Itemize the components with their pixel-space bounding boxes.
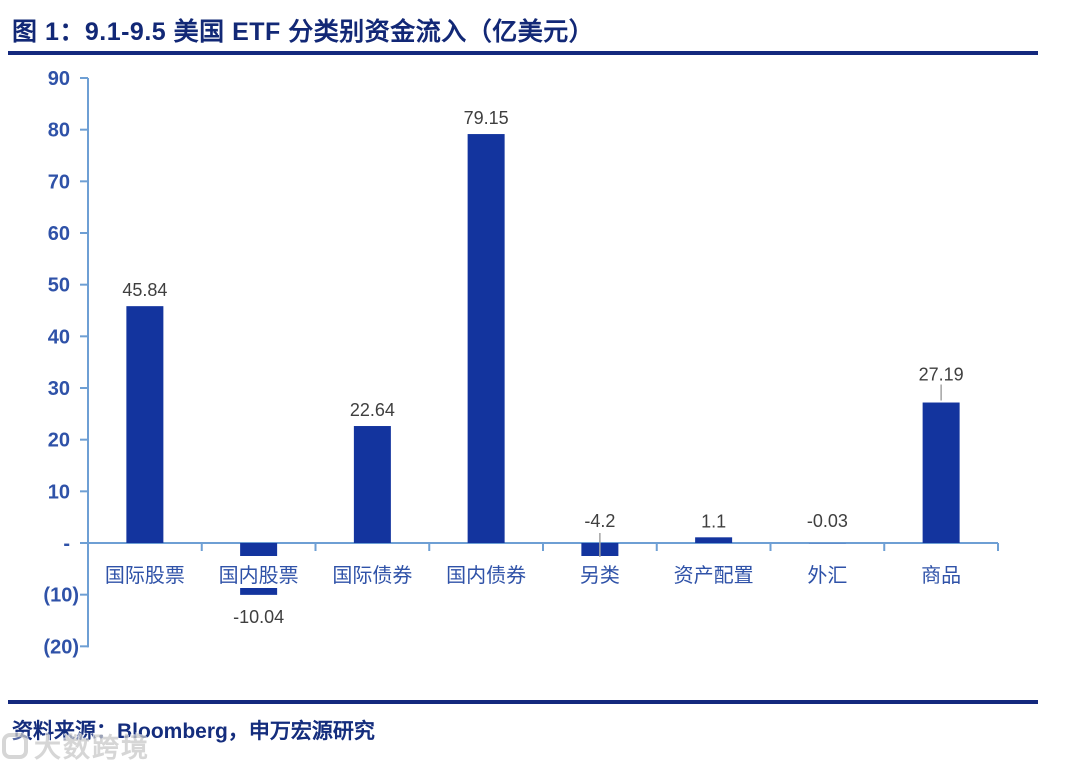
category-label: 商品	[921, 564, 961, 587]
y-tick-label: (20)	[43, 636, 79, 658]
bar	[354, 426, 391, 543]
value-label: 27.19	[919, 365, 964, 385]
category-label: 国内债券	[446, 564, 526, 587]
bar	[126, 306, 163, 543]
bar	[468, 134, 505, 543]
y-tick-label: 30	[48, 378, 70, 400]
y-tick-label: 90	[48, 68, 70, 90]
footer-rule	[8, 700, 1038, 704]
category-label: 资产配置	[674, 564, 754, 587]
y-tick-label: (10)	[43, 585, 79, 607]
category-label: 另类	[580, 564, 620, 587]
y-tick-label: 80	[48, 120, 70, 142]
category-label: 外汇	[807, 564, 847, 587]
y-tick-label: 70	[48, 171, 70, 193]
y-tick-label: 50	[48, 275, 70, 297]
category-label: 国内股票	[219, 564, 299, 587]
category-label: 国际债券	[332, 564, 412, 587]
y-tick-label: 10	[48, 481, 70, 503]
value-label: 45.84	[122, 280, 167, 300]
bar	[923, 403, 960, 543]
y-tick-label: 60	[48, 223, 70, 245]
bar	[695, 537, 732, 543]
value-label: 1.1	[701, 511, 726, 531]
value-label: -0.03	[807, 511, 848, 531]
value-label: -10.04	[233, 607, 284, 627]
source-note: 资料来源：Bloomberg，申万宏源研究	[12, 715, 375, 745]
value-label: 79.15	[464, 108, 509, 128]
value-label: 22.64	[350, 400, 395, 420]
y-tick-label: 20	[48, 430, 70, 452]
y-tick-label: 40	[48, 326, 70, 348]
value-label: -4.2	[584, 511, 615, 531]
y-tick-label: -	[63, 533, 70, 555]
category-label: 国际股票	[105, 564, 185, 587]
